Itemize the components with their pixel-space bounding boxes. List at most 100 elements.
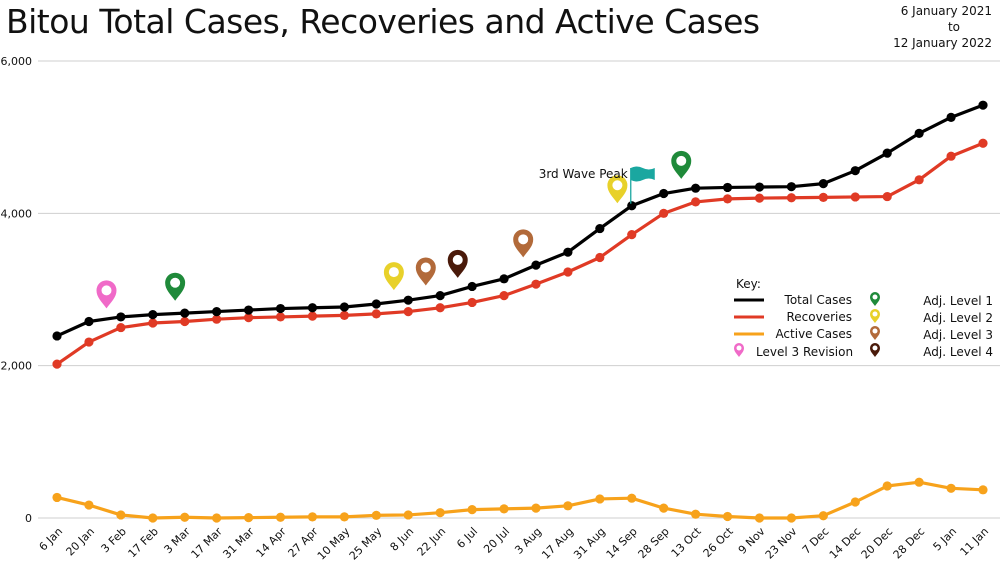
pin-hole bbox=[872, 294, 878, 300]
data-point bbox=[722, 182, 733, 193]
data-point bbox=[116, 322, 126, 333]
data-point bbox=[212, 513, 222, 523]
pin-hole bbox=[452, 254, 463, 265]
data-point bbox=[499, 290, 509, 301]
data-point bbox=[722, 511, 733, 522]
pin-hole bbox=[612, 180, 623, 191]
data-point bbox=[403, 295, 413, 305]
data-point bbox=[180, 308, 190, 318]
legend-label: Adj. Level 2 bbox=[923, 311, 993, 325]
data-point bbox=[914, 128, 924, 138]
map-pin-icon bbox=[383, 262, 404, 291]
data-point bbox=[403, 510, 413, 520]
x-tick-label: 22 Jun bbox=[415, 525, 449, 559]
data-point bbox=[467, 505, 477, 515]
data-point bbox=[275, 312, 286, 322]
data-point bbox=[946, 112, 956, 122]
legend-label: Adj. Level 4 bbox=[923, 345, 993, 359]
map-pin-icon bbox=[870, 309, 880, 323]
data-point bbox=[595, 494, 605, 504]
date-from: 6 January 2021 bbox=[900, 4, 992, 18]
data-point bbox=[531, 279, 541, 289]
series-line bbox=[56, 480, 984, 520]
data-point bbox=[499, 274, 509, 284]
data-point bbox=[818, 192, 828, 202]
data-point bbox=[627, 201, 637, 211]
data-point bbox=[850, 166, 860, 176]
x-tick-label: 28 Sep bbox=[636, 525, 672, 561]
x-tick-label: 6 Jul bbox=[454, 525, 480, 551]
data-point bbox=[339, 310, 349, 320]
x-tick-label: 11 Jan bbox=[958, 525, 992, 559]
legend-label: Level 3 Revision bbox=[756, 345, 853, 359]
data-point bbox=[659, 503, 669, 513]
legend-label: Active Cases bbox=[775, 327, 852, 341]
legend-label: Recoveries bbox=[786, 310, 852, 324]
data-point bbox=[307, 303, 318, 313]
x-tick-label: 26 Oct bbox=[701, 524, 736, 559]
pin-hole bbox=[518, 234, 529, 245]
data-point bbox=[531, 503, 541, 513]
data-point bbox=[595, 252, 605, 263]
data-point bbox=[978, 485, 988, 495]
x-tick-label: 17 Aug bbox=[539, 525, 576, 562]
data-point bbox=[116, 312, 126, 322]
legend-label: Total Cases bbox=[784, 293, 852, 307]
date-to: 12 January 2022 bbox=[893, 36, 992, 50]
data-point bbox=[754, 193, 765, 203]
data-point bbox=[243, 305, 254, 315]
data-point bbox=[627, 493, 637, 503]
data-point bbox=[563, 267, 573, 277]
map-pin-icon bbox=[96, 280, 117, 309]
data-point bbox=[435, 290, 445, 301]
data-point bbox=[84, 337, 94, 347]
data-point bbox=[882, 191, 892, 202]
x-tick-label: 23 Nov bbox=[763, 525, 800, 562]
x-tick-label: 28 Dec bbox=[891, 525, 928, 562]
data-point bbox=[339, 512, 349, 522]
data-point bbox=[818, 511, 828, 521]
map-pin-icon bbox=[870, 326, 880, 340]
data-point bbox=[978, 100, 988, 110]
pin-hole bbox=[101, 285, 112, 296]
x-tick-label: 8 Jun bbox=[388, 525, 417, 554]
x-tick-label: 6 Jan bbox=[37, 525, 66, 554]
map-pin-icon bbox=[165, 272, 186, 301]
data-point bbox=[754, 182, 765, 192]
x-tick-label: 14 Sep bbox=[604, 525, 640, 561]
pin-hole bbox=[388, 267, 399, 278]
data-point bbox=[180, 512, 190, 522]
data-point bbox=[339, 302, 349, 312]
pin-hole bbox=[736, 345, 742, 351]
data-point bbox=[818, 179, 828, 189]
data-point bbox=[563, 247, 573, 257]
x-tick-label: 25 May bbox=[347, 525, 385, 563]
data-point bbox=[371, 299, 381, 309]
data-point bbox=[595, 223, 605, 234]
pin-hole bbox=[872, 345, 878, 351]
data-point bbox=[307, 311, 318, 321]
data-point bbox=[212, 314, 222, 324]
x-tick-label: 20 Jan bbox=[63, 525, 97, 559]
map-pin-icon bbox=[870, 292, 880, 306]
data-point bbox=[850, 497, 860, 507]
map-pin-icon bbox=[734, 343, 744, 357]
data-point bbox=[946, 151, 956, 161]
data-point bbox=[148, 310, 158, 320]
data-point bbox=[212, 306, 222, 317]
x-tick-label: 3 Feb bbox=[99, 525, 129, 555]
y-tick-label: 2,000 bbox=[1, 360, 33, 373]
map-pin-icon bbox=[513, 229, 534, 258]
data-point bbox=[499, 504, 509, 514]
data-point bbox=[467, 297, 477, 308]
pin-hole bbox=[170, 277, 181, 288]
x-tick-label: 17 Feb bbox=[126, 525, 161, 560]
map-pin-icon bbox=[870, 343, 880, 357]
data-point bbox=[850, 192, 860, 202]
chart-title: Bitou Total Cases, Recoveries and Active… bbox=[6, 2, 760, 41]
data-point bbox=[52, 359, 62, 369]
data-point bbox=[403, 306, 413, 317]
data-point bbox=[148, 318, 158, 328]
data-point bbox=[180, 316, 190, 327]
